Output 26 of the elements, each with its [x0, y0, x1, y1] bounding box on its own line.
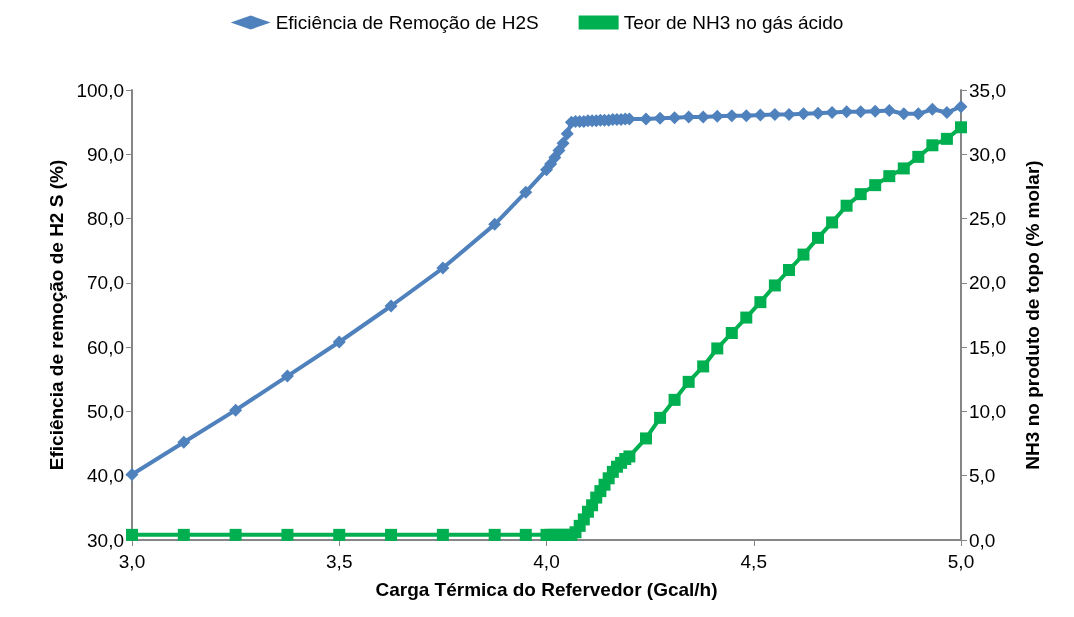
y2-tick-label: 10,0: [969, 400, 1006, 422]
y-tick-label: 30,0: [87, 529, 124, 551]
legend-label: Eficiência de Remoção de H2S: [275, 12, 539, 33]
y2-tick-label: 30,0: [969, 143, 1006, 165]
y-tick-label: 50,0: [87, 400, 124, 422]
y-tick-label: 80,0: [87, 208, 124, 230]
x-tick-label: 3,0: [118, 551, 146, 572]
y-tick-label: 100,0: [76, 79, 124, 101]
y2-axis-title: NH3 no produto de topo (% molar): [1022, 160, 1043, 470]
x-tick-label: 4,0: [533, 551, 560, 572]
y2-tick-label: 15,0: [969, 336, 1006, 358]
y-tick-label: 90,0: [87, 143, 124, 165]
y-axis-title: Eficiência de remoção de H2 S (%): [45, 159, 67, 471]
y2-tick-label: 35,0: [969, 79, 1006, 101]
y-tick-label: 70,0: [87, 272, 124, 294]
y-tick-label: 60,0: [87, 336, 124, 358]
y2-tick-label: 20,0: [969, 272, 1006, 294]
y-tick-label: 40,0: [87, 465, 124, 487]
legend-label: Teor de NH3 no gás ácido: [623, 12, 844, 33]
x-tick-label: 5,0: [947, 551, 975, 572]
y2-tick-label: 25,0: [969, 208, 1006, 230]
y2-tick-label: 5,0: [969, 465, 996, 487]
x-tick-label: 4,5: [740, 551, 767, 572]
y2-tick-label: 0,0: [969, 529, 996, 551]
x-axis-title: Carga Térmica do Refervedor (Gcal/h): [375, 579, 718, 600]
x-tick-label: 3,5: [326, 551, 353, 572]
